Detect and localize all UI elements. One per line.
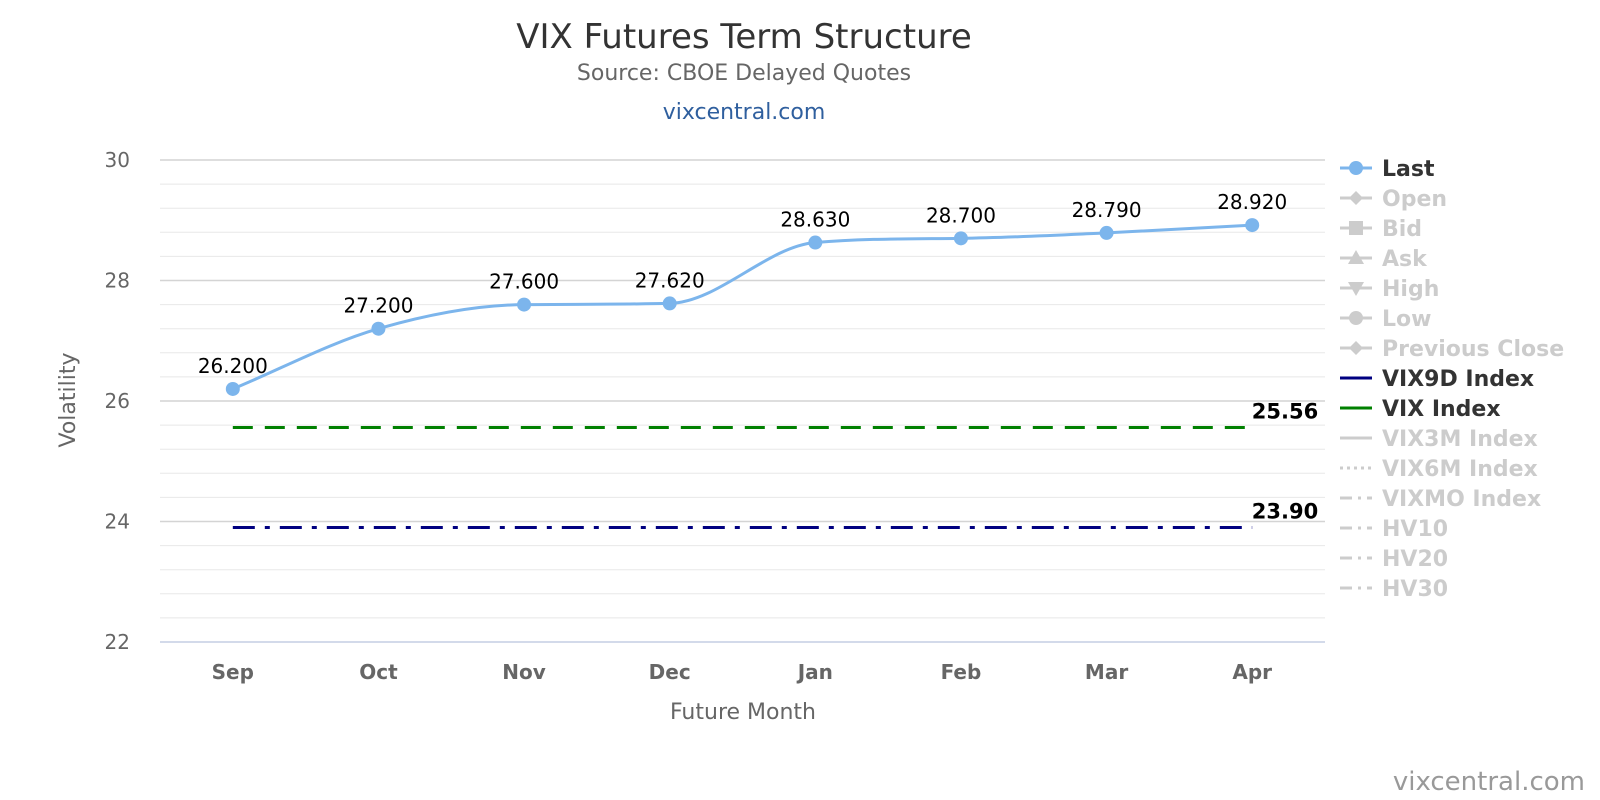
x-axis-title: Future Month <box>670 700 816 725</box>
x-tick-label: Dec <box>649 660 691 684</box>
triangle-down-marker-icon <box>1340 282 1372 296</box>
x-tick-label: Feb <box>941 660 982 684</box>
legend-item[interactable]: VIX6M Index <box>1340 457 1538 482</box>
series-line-last <box>232 223 1253 391</box>
legend-label: VIX9D Index <box>1382 367 1534 392</box>
chart-title: VIX Futures Term Structure <box>516 17 972 57</box>
legend-item[interactable]: Bid <box>1340 217 1422 242</box>
series-last: 26.200 27.200 27.600 27.620 28.630 28.700 28.7… <box>198 190 1287 396</box>
x-tick-label: Apr <box>1232 660 1272 684</box>
x-tick-label: Jan <box>796 660 833 684</box>
data-point[interactable] <box>1245 218 1260 233</box>
data-point[interactable] <box>371 321 386 336</box>
reference-line-label: 23.90 <box>1252 500 1318 524</box>
data-point[interactable] <box>662 296 677 311</box>
legend-label: Bid <box>1382 217 1422 242</box>
legend-label: Last <box>1382 157 1435 182</box>
data-point[interactable] <box>517 297 532 312</box>
diamond-marker-icon <box>1340 191 1372 205</box>
legend-label: VIXMO Index <box>1382 487 1541 512</box>
data-label: 27.600 <box>489 270 559 294</box>
data-point[interactable] <box>1099 225 1114 240</box>
y-axis-title: Volatility <box>56 352 81 447</box>
legend-label: Previous Close <box>1382 337 1564 362</box>
y-tick-label: 30 <box>105 148 130 172</box>
legend-label: High <box>1382 277 1439 302</box>
data-label: 28.630 <box>780 208 850 232</box>
y-tick-label: 26 <box>105 389 130 413</box>
legend-label: Open <box>1382 187 1447 212</box>
legend-label: Low <box>1382 307 1431 332</box>
circle-marker-icon <box>1340 311 1372 325</box>
y-tick-label: 24 <box>105 510 130 534</box>
reference-lines: 25.56 23.90 <box>232 400 1318 530</box>
legend-label: HV10 <box>1382 517 1448 542</box>
diamond-marker-icon <box>1340 341 1372 355</box>
data-label: 27.620 <box>635 268 705 292</box>
data-label: 28.920 <box>1217 190 1287 214</box>
legend-label: VIX6M Index <box>1382 457 1538 482</box>
data-point[interactable] <box>808 235 823 250</box>
data-point[interactable] <box>225 381 240 396</box>
data-label: 28.700 <box>926 203 996 227</box>
reference-line-label: 25.56 <box>1252 400 1318 424</box>
data-label: 26.200 <box>198 354 268 378</box>
y-tick-label: 22 <box>105 630 130 654</box>
legend-item[interactable]: Last <box>1340 157 1435 182</box>
legend: Last Open Bid Ask High Low Previous Close VIX9D… <box>1340 157 1564 602</box>
y-axis-ticks: 22 24 26 28 30 <box>105 148 130 654</box>
site-link[interactable]: vixcentral.com <box>663 100 826 125</box>
circle-marker-icon <box>1340 161 1372 175</box>
data-label: 28.790 <box>1072 198 1142 222</box>
legend-label: VIX Index <box>1382 397 1501 422</box>
legend-item[interactable]: VIX9D Index <box>1340 367 1534 392</box>
legend-label: Ask <box>1382 247 1428 272</box>
credit-link[interactable]: vixcentral.com <box>1393 767 1585 797</box>
legend-item[interactable]: High <box>1340 277 1439 302</box>
grid-lines <box>160 159 1325 643</box>
legend-label: HV30 <box>1382 577 1448 602</box>
chart-subtitle: Source: CBOE Delayed Quotes <box>577 61 911 86</box>
x-tick-label: Sep <box>212 660 254 684</box>
data-point[interactable] <box>953 231 968 246</box>
x-tick-label: Oct <box>359 660 398 684</box>
legend-label: HV20 <box>1382 547 1448 572</box>
y-tick-label: 28 <box>105 269 130 293</box>
legend-item[interactable]: VIXMO Index <box>1340 487 1541 512</box>
legend-item[interactable]: Previous Close <box>1340 337 1564 362</box>
legend-item[interactable]: Ask <box>1340 247 1428 272</box>
legend-label: VIX3M Index <box>1382 427 1538 452</box>
triangle-up-marker-icon <box>1340 250 1372 264</box>
legend-item[interactable]: HV20 <box>1340 547 1448 572</box>
legend-item[interactable]: VIX3M Index <box>1340 427 1538 452</box>
x-tick-label: Nov <box>502 660 546 684</box>
x-axis-ticks: Sep Oct Nov Dec Jan Feb Mar Apr <box>212 660 1272 684</box>
data-label: 27.200 <box>343 294 413 318</box>
legend-item[interactable]: HV10 <box>1340 517 1448 542</box>
legend-item[interactable]: HV30 <box>1340 577 1448 602</box>
legend-item[interactable]: Low <box>1340 307 1431 332</box>
legend-item[interactable]: Open <box>1340 187 1447 212</box>
legend-item[interactable]: VIX Index <box>1340 397 1501 422</box>
x-tick-label: Mar <box>1085 660 1128 684</box>
square-marker-icon <box>1340 221 1372 235</box>
